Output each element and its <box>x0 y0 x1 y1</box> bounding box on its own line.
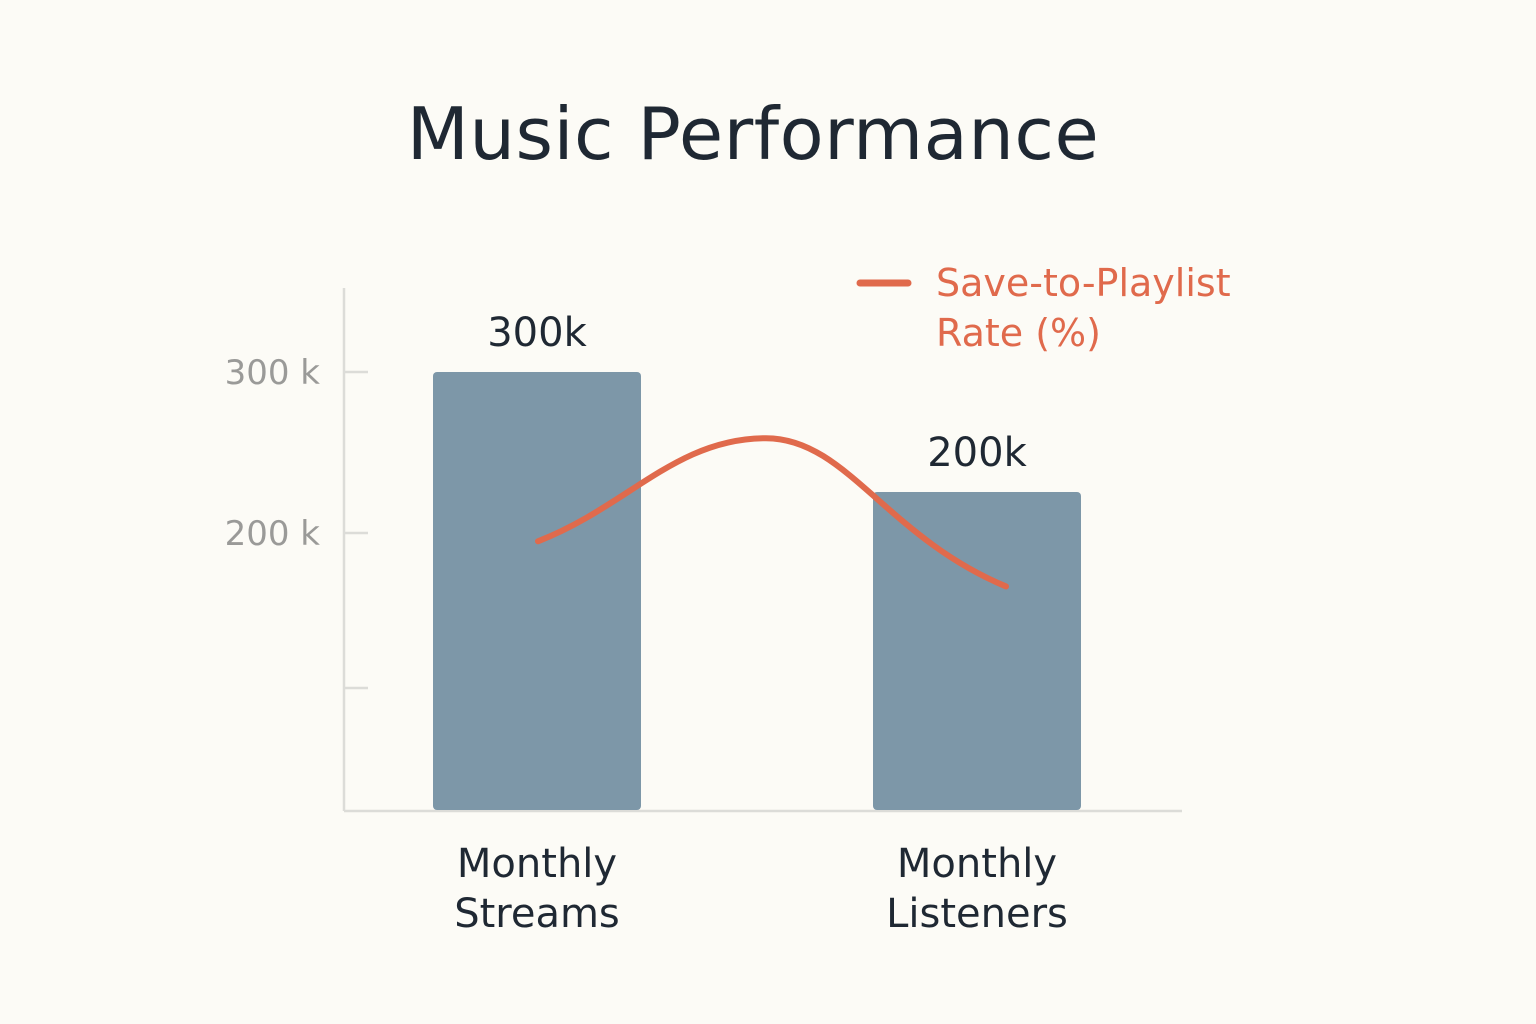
save-rate-line <box>535 435 1009 590</box>
bar-value-label: 200k <box>927 430 1027 476</box>
x-category-label: Monthly <box>457 841 617 887</box>
bar <box>433 372 641 810</box>
legend-label: Rate (%) <box>936 311 1101 355</box>
y-tick-label: 200 k <box>225 514 321 554</box>
legend: Save-to-Playlist Rate (%) <box>856 261 1231 355</box>
bar <box>873 492 1081 810</box>
y-tick-label: 300 k <box>225 353 321 393</box>
line-series <box>535 435 1009 590</box>
x-category-label: Monthly <box>897 841 1057 887</box>
x-category-label: Streams <box>454 891 620 937</box>
chart-title: Music Performance <box>406 92 1100 176</box>
x-category-label: Listeners <box>886 891 1068 937</box>
bars <box>433 372 1081 810</box>
legend-label: Save-to-Playlist <box>936 261 1231 305</box>
axes: 300 k 200 k <box>225 288 1182 813</box>
bar-value-label: 300k <box>487 310 587 356</box>
